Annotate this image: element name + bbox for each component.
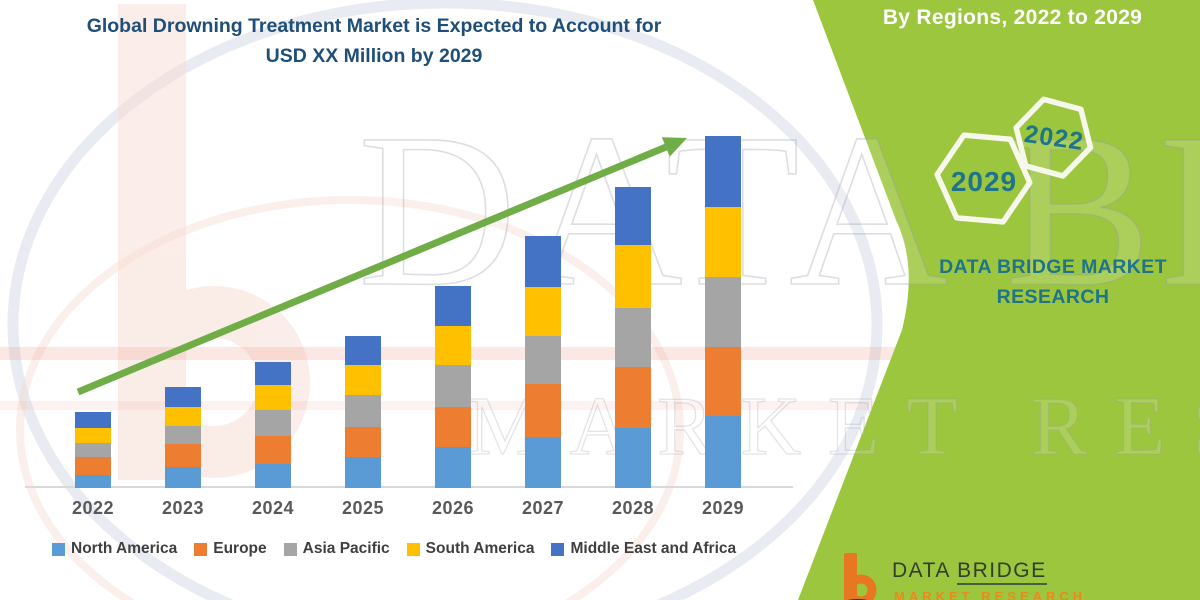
bar-segment-europe: [255, 436, 291, 464]
bar-segment-asia-pacific: [345, 395, 381, 427]
bar-segment-middle-east-and-africa: [255, 362, 291, 385]
bar-segment-asia-pacific: [615, 308, 651, 367]
legend-item-asia-pacific: Asia Pacific: [283, 540, 390, 558]
bar-segment-europe: [615, 367, 651, 428]
legend-label: South America: [425, 540, 535, 557]
x-axis-label-2022: 2022: [71, 498, 115, 518]
bar-segment-south-america: [75, 428, 111, 443]
chart-title: Global Drowning Treatment Market is Expe…: [28, 11, 720, 71]
logo-b-icon: [844, 553, 877, 600]
bar-segment-asia-pacific: [255, 410, 291, 436]
bar-segment-south-america: [705, 207, 741, 277]
footer-logo: DATA BRIDGE MARKET RESEARCH: [834, 551, 1174, 600]
x-axis-label-2025: 2025: [341, 498, 385, 518]
legend-swatch: [551, 542, 565, 556]
legend-swatch: [283, 542, 297, 556]
bar-segment-south-america: [435, 326, 471, 365]
bar-segment-europe: [75, 457, 111, 475]
bar-segment-asia-pacific: [705, 277, 741, 347]
bar-segment-middle-east-and-africa: [705, 136, 741, 207]
legend-item-europe: Europe: [194, 540, 267, 558]
bar-segment-north-america: [525, 437, 561, 488]
legend-swatch: [194, 542, 208, 556]
x-axis-line: [25, 486, 793, 488]
x-axis-label-2023: 2023: [161, 498, 205, 518]
footer-logo-subtitle: MARKET RESEARCH: [894, 589, 1087, 600]
bar-segment-south-america: [165, 407, 201, 426]
hexagon-2022: [1013, 96, 1094, 179]
hexagon-2029: [934, 132, 1033, 225]
legend-swatch: [52, 542, 65, 556]
bar-segment-middle-east-and-africa: [165, 387, 201, 407]
bar-segment-europe: [165, 444, 201, 467]
legend-label: North America: [71, 540, 178, 557]
x-axis-label-2024: 2024: [251, 498, 295, 518]
bar-segment-north-america: [615, 428, 651, 488]
bar-segment-south-america: [525, 287, 561, 336]
bar-segment-south-america: [255, 385, 291, 410]
legend-item-south-america: South America: [406, 540, 535, 558]
legend-label: Europe: [213, 540, 267, 557]
bar-segment-asia-pacific: [525, 336, 561, 384]
bar-segment-asia-pacific: [75, 443, 111, 457]
legend-item-middle-east-and-africa: Middle East and Africa: [551, 540, 736, 558]
chart-legend: North America Europe Asia Pacific South Ame…: [52, 540, 736, 558]
brand-text-line2: RESEARCH: [996, 286, 1110, 308]
chart-title-line1: Global Drowning Treatment Market is Expe…: [86, 15, 662, 37]
bar-segment-europe: [435, 407, 471, 447]
legend-label: Asia Pacific: [302, 540, 390, 557]
legend-item-north-america: North America: [52, 540, 177, 558]
x-axis-label-2029: 2029: [701, 498, 745, 518]
bar-segment-north-america: [75, 475, 111, 488]
bar-segment-north-america: [255, 464, 291, 488]
bar-segment-europe: [525, 384, 561, 437]
bar-segment-middle-east-and-africa: [435, 286, 471, 326]
bar-segment-middle-east-and-africa: [615, 187, 651, 245]
bar-segment-asia-pacific: [165, 426, 201, 444]
bar-segment-south-america: [615, 245, 651, 308]
bar-segment-asia-pacific: [435, 365, 471, 407]
bar-segment-north-america: [435, 447, 471, 488]
bar-segment-middle-east-and-africa: [75, 412, 111, 428]
footer-logo-name: DATA BRIDGE: [892, 559, 1047, 585]
brand-text: DATA BRIDGE MARKET RESEARCH: [922, 252, 1184, 312]
bar-segment-middle-east-and-africa: [525, 236, 561, 287]
bar-segment-south-america: [345, 365, 381, 395]
legend-swatch: [406, 542, 420, 556]
bar-segment-middle-east-and-africa: [345, 336, 381, 365]
x-axis-label-2026: 2026: [431, 498, 475, 518]
bar-segment-north-america: [345, 457, 381, 488]
legend-label: Middle East and Africa: [570, 540, 737, 557]
bar-segment-europe: [345, 427, 381, 457]
x-axis-label-2027: 2027: [521, 498, 565, 518]
bar-segment-north-america: [165, 467, 201, 488]
hexagon-year-2029: 2029: [950, 166, 1018, 197]
brand-text-line1: DATA BRIDGE MARKET: [939, 256, 1167, 278]
side-panel-heading: By Regions, 2022 to 2029: [882, 6, 1143, 29]
x-axis-label-2028: 2028: [611, 498, 655, 518]
bar-segment-north-america: [705, 416, 741, 488]
bar-segment-europe: [705, 347, 741, 416]
chart-title-line2: USD XX Million by 2029: [265, 45, 483, 67]
